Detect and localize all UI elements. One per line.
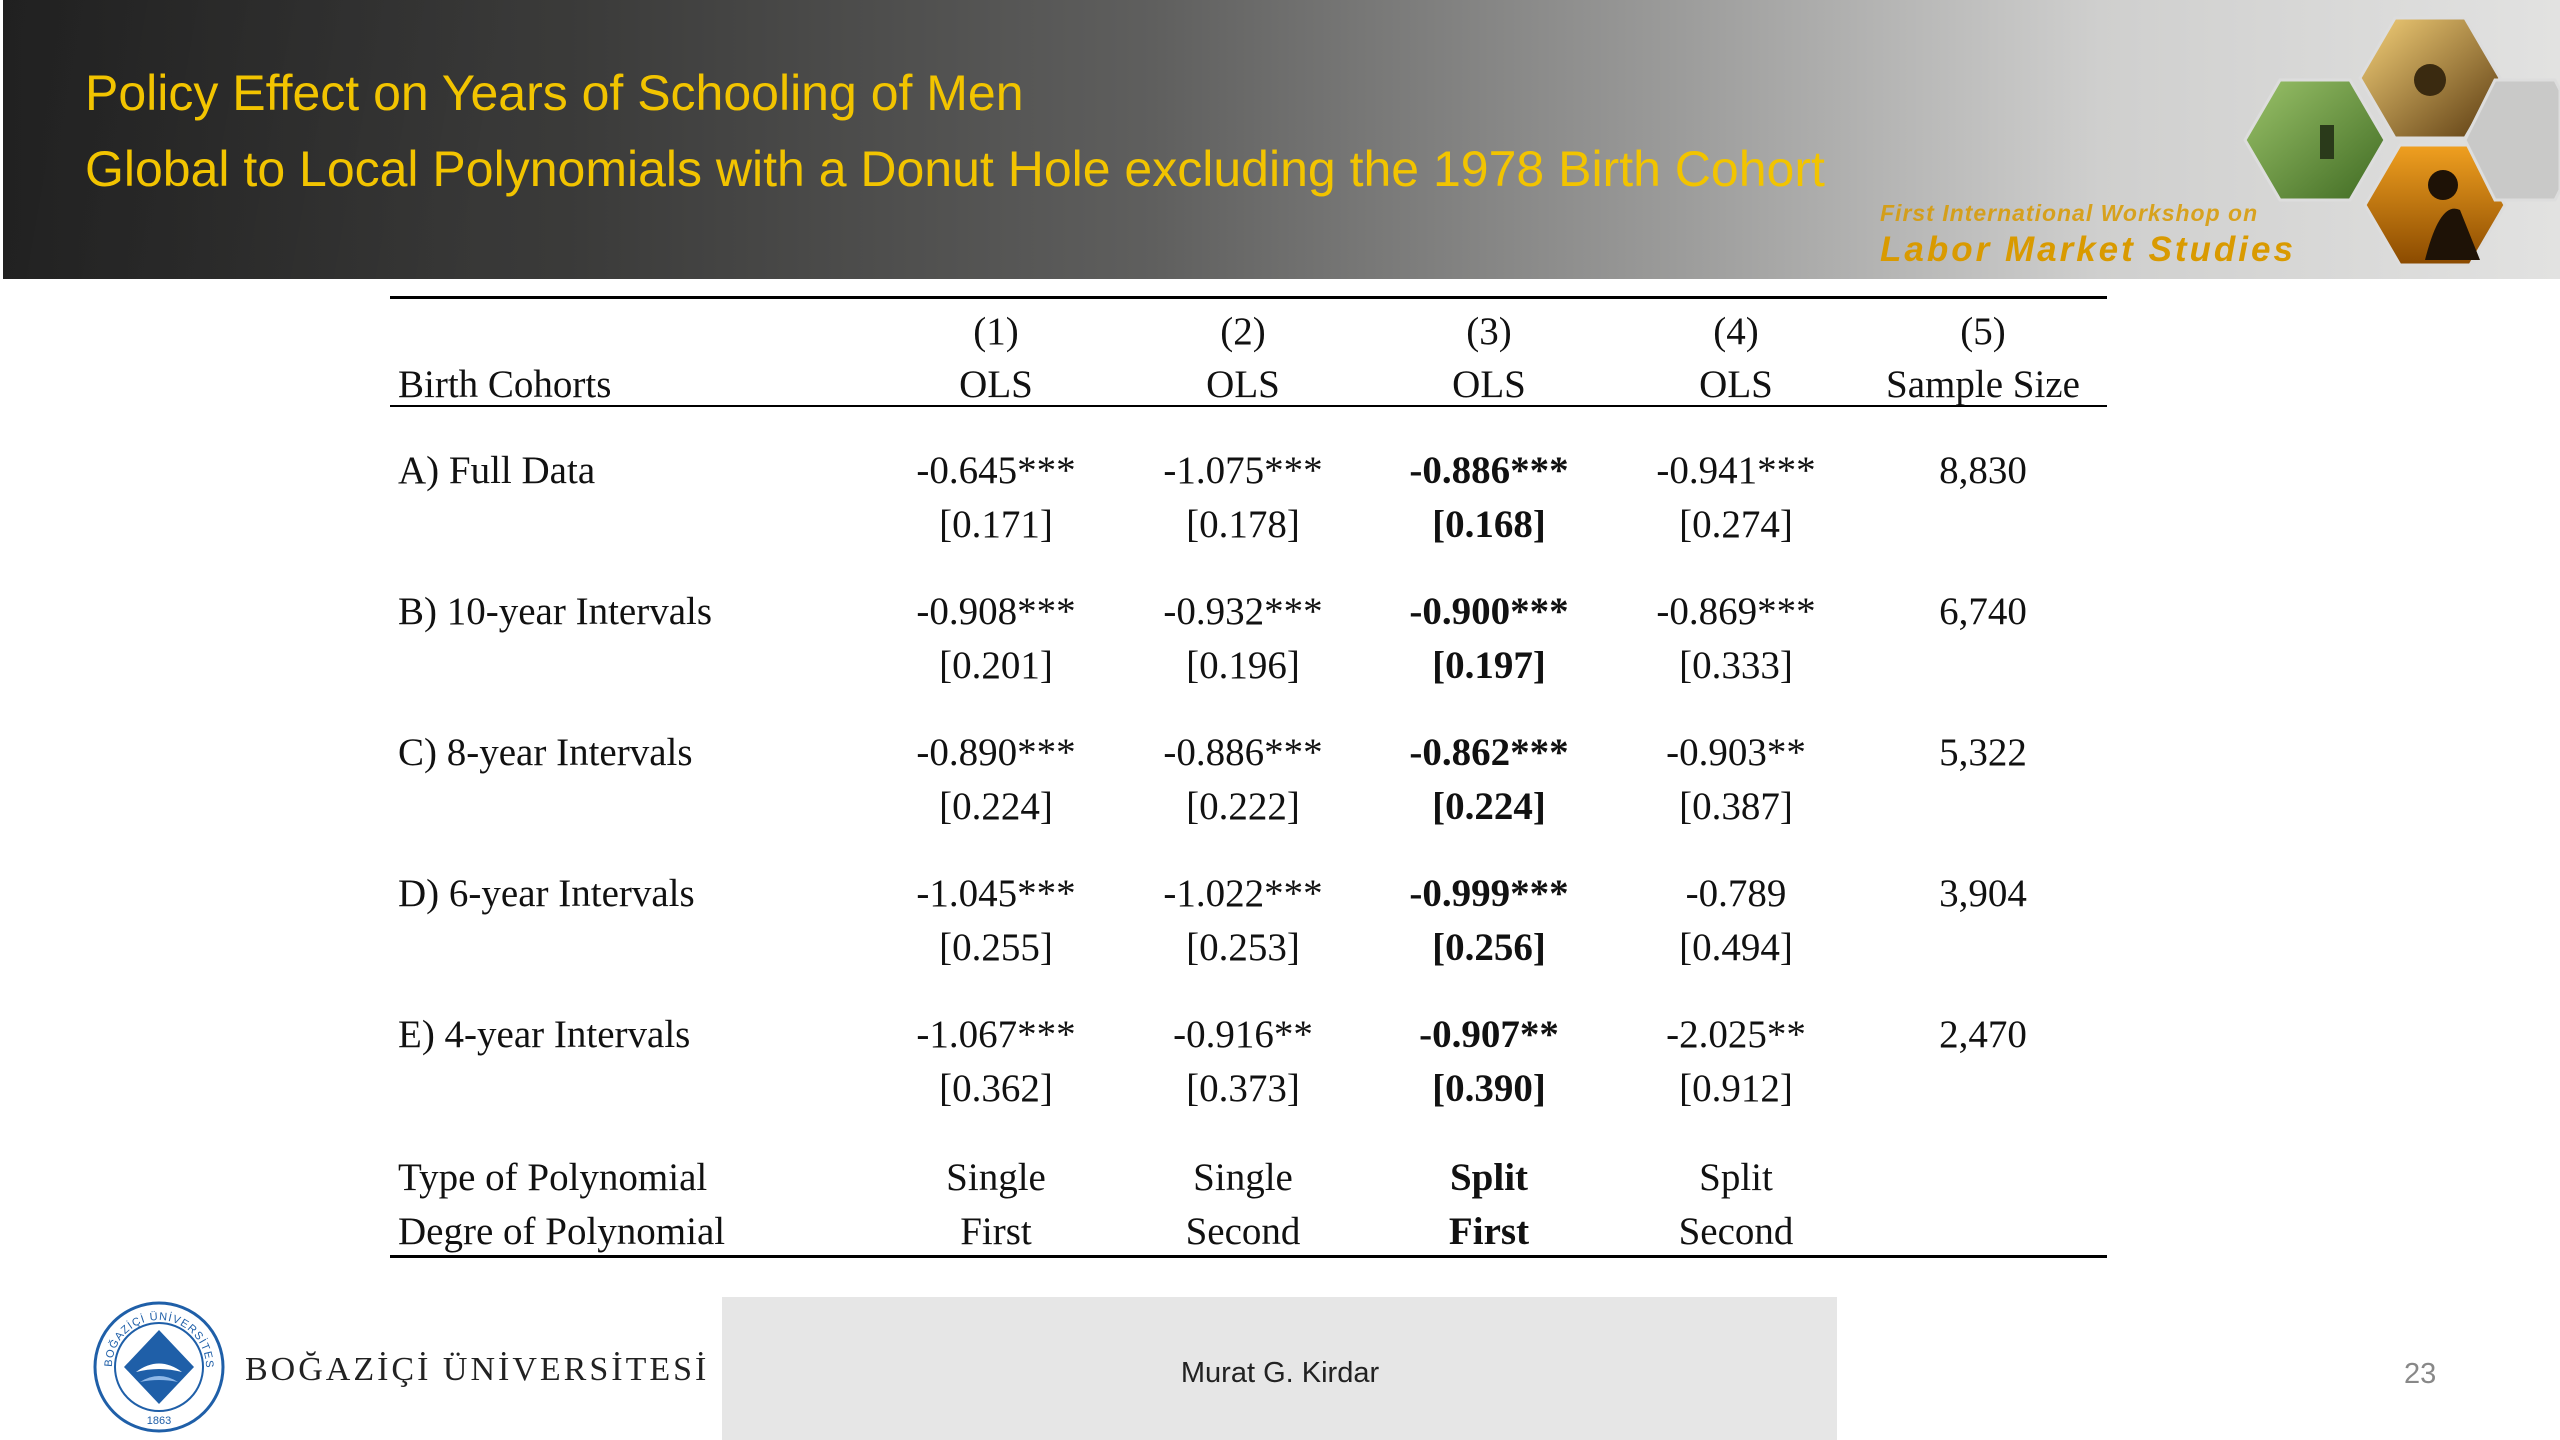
coef-cell: -2.025** bbox=[1666, 1013, 1806, 1056]
coef-cell: -0.903** bbox=[1666, 731, 1806, 774]
coef-cell: -1.067*** bbox=[916, 1013, 1076, 1056]
banner-shade bbox=[3, 0, 603, 279]
se-cell: [0.178] bbox=[1186, 503, 1300, 546]
se-cell: [0.333] bbox=[1679, 644, 1793, 687]
se-cell: [0.222] bbox=[1186, 785, 1300, 828]
row-label: D) 6-year Intervals bbox=[398, 872, 695, 915]
coef-cell: -0.890*** bbox=[916, 731, 1076, 774]
slide-subtitle: Global to Local Polynomials with a Donut… bbox=[85, 141, 1825, 197]
col-header-1: OLS bbox=[959, 363, 1033, 406]
se-cell-highlight: [0.390] bbox=[1432, 1067, 1546, 1110]
coef-cell: -0.941*** bbox=[1656, 449, 1816, 492]
col-number-1: (1) bbox=[973, 310, 1019, 353]
seal-year: 1863 bbox=[147, 1415, 171, 1427]
sample-size-cell: 5,322 bbox=[1939, 731, 2027, 774]
sample-size-cell: 2,470 bbox=[1939, 1013, 2027, 1056]
se-cell: [0.912] bbox=[1679, 1067, 1793, 1110]
coef-cell: -1.045*** bbox=[916, 872, 1076, 915]
polynomial-type-cell: Single bbox=[1193, 1156, 1293, 1199]
coef-cell: -0.916** bbox=[1173, 1013, 1313, 1056]
se-cell: [0.201] bbox=[939, 644, 1053, 687]
polynomial-degree-cell: First bbox=[960, 1210, 1032, 1253]
se-cell: [0.362] bbox=[939, 1067, 1053, 1110]
se-cell: [0.224] bbox=[939, 785, 1053, 828]
workshop-branding: First International Workshop on Labor Ma… bbox=[1880, 200, 2293, 269]
se-cell: [0.494] bbox=[1679, 926, 1793, 969]
polynomial-type-label: Type of Polynomial bbox=[398, 1156, 708, 1199]
university-seal-icon: BOĞAZİÇİ ÜNİVERSİTESİ 1863 bbox=[92, 1300, 225, 1433]
polynomial-degree-cell: Second bbox=[1678, 1210, 1794, 1253]
polynomial-type-cell: Single bbox=[946, 1156, 1046, 1199]
se-cell: [0.196] bbox=[1186, 644, 1300, 687]
se-cell: [0.387] bbox=[1679, 785, 1793, 828]
se-cell-highlight: [0.224] bbox=[1432, 785, 1546, 828]
workshop-line2: Labor Market Studies bbox=[1880, 230, 2296, 269]
coef-cell: -0.869*** bbox=[1656, 590, 1816, 633]
col-number-2: (2) bbox=[1220, 310, 1266, 353]
row-label: E) 4-year Intervals bbox=[398, 1013, 691, 1056]
title-banner bbox=[3, 0, 2560, 279]
slide-title: Policy Effect on Years of Schooling of M… bbox=[85, 65, 1024, 121]
row-label: C) 8-year Intervals bbox=[398, 731, 693, 774]
row-label: A) Full Data bbox=[398, 449, 596, 492]
se-cell: [0.255] bbox=[939, 926, 1053, 969]
col-number-3: (3) bbox=[1466, 310, 1512, 353]
polynomial-degree-label: Degre of Polynomial bbox=[398, 1210, 726, 1253]
coef-cell: -0.789 bbox=[1685, 872, 1787, 915]
polynomial-type-cell: Split bbox=[1699, 1156, 1773, 1199]
polynomial-type-cell-highlight: Split bbox=[1449, 1156, 1529, 1199]
se-cell-highlight: [0.256] bbox=[1432, 926, 1546, 969]
coef-cell: -0.932*** bbox=[1163, 590, 1323, 633]
sample-size-cell: 8,830 bbox=[1939, 449, 2027, 492]
sample-size-cell: 6,740 bbox=[1939, 590, 2027, 633]
row-label: B) 10-year Intervals bbox=[398, 590, 713, 633]
col-header-2: OLS bbox=[1206, 363, 1280, 406]
workshop-line1: First International Workshop on bbox=[1880, 200, 2259, 226]
hexagon-photo-collage-icon bbox=[2243, 16, 2560, 267]
coef-cell-highlight: -0.886*** bbox=[1409, 449, 1569, 492]
author-name: Murat G. Kirdar bbox=[1180, 1357, 1380, 1389]
coef-cell-highlight: -0.900*** bbox=[1409, 590, 1569, 633]
se-cell-highlight: [0.197] bbox=[1432, 644, 1546, 687]
footer-author-box bbox=[722, 1297, 1837, 1440]
se-cell: [0.274] bbox=[1679, 503, 1793, 546]
se-cell-highlight: [0.168] bbox=[1432, 503, 1546, 546]
col-header-sample-size: Sample Size bbox=[1886, 363, 2080, 406]
table-top-rule bbox=[390, 296, 2107, 299]
coef-cell: -0.908*** bbox=[916, 590, 1076, 633]
table-bottom-rule bbox=[390, 1255, 2107, 1258]
col-header-3: OLS bbox=[1452, 363, 1526, 406]
col-header-birth-cohorts: Birth Cohorts bbox=[398, 363, 612, 406]
coef-cell-highlight: -0.999*** bbox=[1409, 872, 1569, 915]
coef-cell: -0.645*** bbox=[916, 449, 1076, 492]
col-header-4: OLS bbox=[1699, 363, 1773, 406]
sample-size-cell: 3,904 bbox=[1939, 872, 2027, 915]
coef-cell-highlight: -0.907** bbox=[1419, 1013, 1559, 1056]
se-cell: [0.373] bbox=[1186, 1067, 1300, 1110]
coef-cell: -1.022*** bbox=[1163, 872, 1323, 915]
polynomial-degree-cell-highlight: First bbox=[1448, 1210, 1530, 1253]
col-number-5: (5) bbox=[1960, 310, 2006, 353]
coef-cell: -0.886*** bbox=[1163, 731, 1323, 774]
coef-cell: -1.075*** bbox=[1163, 449, 1323, 492]
se-cell: [0.171] bbox=[939, 503, 1053, 546]
col-number-4: (4) bbox=[1713, 310, 1759, 353]
se-cell: [0.253] bbox=[1186, 926, 1300, 969]
university-name: BOĞAZİÇİ ÜNİVERSİTESİ bbox=[245, 1351, 710, 1388]
table-header-rule bbox=[390, 405, 2107, 407]
coef-cell-highlight: -0.862*** bbox=[1409, 731, 1569, 774]
page-number: 23 bbox=[2404, 1358, 2437, 1390]
polynomial-degree-cell: Second bbox=[1185, 1210, 1301, 1253]
